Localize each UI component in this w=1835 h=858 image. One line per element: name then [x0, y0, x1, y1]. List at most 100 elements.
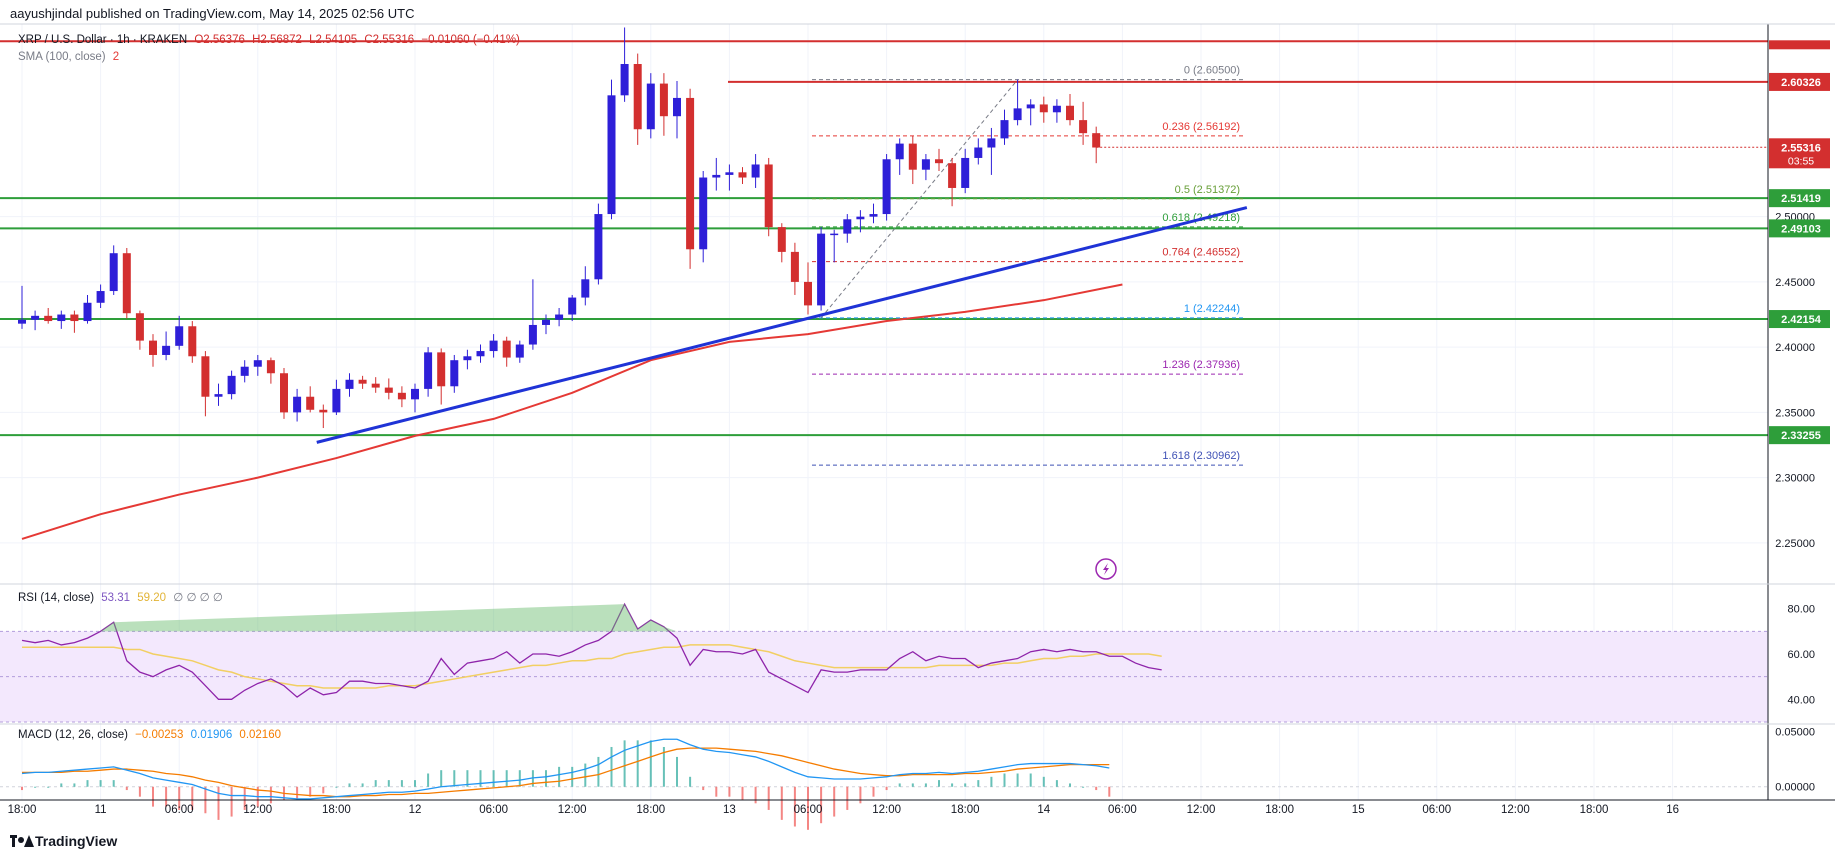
tradingview-logo-icon	[10, 835, 34, 847]
macd-histogram-bar	[990, 776, 993, 787]
candle-body	[856, 216, 865, 220]
candle-body	[397, 392, 406, 400]
price-badge	[1769, 72, 1830, 91]
macd-signal-line	[22, 747, 1110, 798]
macd-hist-value: −0.00253	[135, 729, 184, 741]
candle-body	[961, 157, 970, 188]
rsi-legend[interactable]: RSI (14, close) 53.31 59.20 ∅ ∅ ∅ ∅	[18, 590, 227, 604]
time-label: 15	[1352, 804, 1365, 816]
macd-histogram-bar	[964, 783, 967, 787]
candle-body	[306, 396, 315, 410]
brand-label: TradingView	[35, 833, 118, 849]
macd-histogram-bar	[335, 786, 338, 788]
price-tick: 2.40000	[1775, 342, 1815, 354]
candle-body	[659, 83, 668, 117]
macd-histogram-bar	[571, 766, 574, 787]
rsi-tick: 40.00	[1787, 694, 1815, 706]
symbol-legend[interactable]: XRP / U.S. Dollar · 1h · KRAKEN O2.56376…	[18, 34, 524, 46]
macd-legend[interactable]: MACD (12, 26, close) −0.00253 0.01906 0.…	[18, 729, 285, 741]
candle-body	[332, 388, 341, 413]
candle-body	[725, 172, 734, 175]
macd-histogram-bar	[545, 770, 547, 787]
macd-tick: 0.05000	[1775, 727, 1815, 739]
lightning-bolt	[1103, 563, 1109, 575]
candle-body	[57, 314, 66, 322]
macd-histogram-bar	[479, 770, 482, 787]
candle-body	[686, 97, 695, 250]
candle-body	[1052, 105, 1061, 113]
macd-histogram-bar	[1082, 786, 1085, 788]
macd-histogram-bar	[47, 786, 50, 788]
candles[interactable]	[18, 27, 1101, 429]
macd-histogram-bar	[951, 783, 954, 787]
macd-histogram-bar	[741, 786, 744, 800]
macd-histogram-bar	[243, 786, 246, 810]
macd-line	[21, 738, 1110, 800]
macd-histogram-bar	[924, 783, 927, 787]
change-value: −0.01060 (−0.41%)	[421, 34, 520, 46]
macd-histogram-bar	[780, 786, 783, 820]
time-label: 12:00	[243, 804, 272, 816]
time-label: 18:00	[1580, 804, 1609, 816]
macd-histogram-bar	[1095, 786, 1098, 791]
price-tick: 2.35000	[1775, 407, 1815, 419]
candle-body	[280, 373, 288, 413]
macd-histogram-bar	[885, 786, 888, 791]
candle-body	[227, 375, 236, 395]
candle-body	[935, 159, 943, 164]
macd-histogram-bar	[754, 786, 757, 804]
candle-body	[437, 352, 446, 387]
candle-body	[345, 379, 354, 389]
macd-histogram-bar	[938, 780, 940, 787]
macd-tick: 0.00000	[1775, 782, 1815, 794]
price-badge-label: 2.51419	[1781, 193, 1821, 205]
candle-body	[489, 340, 498, 352]
macd-label: MACD (12, 26, close)	[18, 729, 128, 741]
price-tick: 2.25000	[1775, 538, 1815, 550]
candle-body	[1092, 133, 1101, 148]
sma-curve	[21, 283, 1123, 540]
rsi-line	[21, 602, 1162, 700]
candle-body	[528, 324, 537, 345]
candle-body	[188, 326, 197, 357]
candle-body	[738, 172, 747, 178]
macd-histogram-bar	[309, 786, 312, 797]
candle-body	[542, 319, 550, 325]
fibonacci-retracement: 0 (2.60500) 0.236 (2.56192) 0.5 (2.51372) 0…	[812, 65, 1245, 466]
candle-body	[1039, 104, 1048, 113]
candle-body	[214, 394, 223, 397]
sma-legend[interactable]: SMA (100, close) 2	[18, 51, 123, 63]
price-badge-label: 2.60326	[1781, 77, 1821, 89]
price-badge-label: 2.33255	[1781, 430, 1821, 442]
macd-histogram-bar	[715, 786, 718, 797]
candle-body	[777, 227, 786, 252]
fib-level-label: 1.236 (2.37936)	[1162, 359, 1240, 371]
rsi-tick: 80.00	[1787, 604, 1815, 616]
candle-body	[568, 297, 577, 315]
price-badges: 2.60326 2.51419 2.49103 2.42154 2.33255 2.553…	[1769, 40, 1830, 445]
candle-body	[83, 302, 92, 322]
macd-histogram-bar	[1016, 773, 1019, 787]
axes: 18:00 11 06:00 12:00 18:00 12 06:00 12:00 18:00 1…	[0, 23, 1835, 816]
candle-body	[908, 143, 917, 170]
candle-body	[764, 164, 773, 228]
macd-histogram-bar	[348, 783, 351, 787]
tradingview-logo[interactable]: TradingView	[10, 833, 117, 849]
candle-body	[555, 314, 564, 320]
fib-level-label: 0 (2.60500)	[1184, 65, 1240, 77]
rsi-band	[0, 630, 1768, 723]
candle-body	[869, 214, 878, 217]
price-tick: 2.30000	[1775, 473, 1815, 485]
macd-histogram-bar	[702, 786, 705, 791]
macd-histogram-bar	[636, 740, 639, 787]
macd-histogram-bar	[296, 786, 299, 800]
candle-body	[476, 351, 485, 357]
candle-body	[162, 345, 171, 355]
candle-body	[411, 388, 419, 400]
candle-body	[70, 314, 79, 322]
macd-histogram-bar	[112, 780, 115, 787]
candle-body	[607, 95, 616, 215]
trendline[interactable]	[316, 206, 1248, 580]
macd-histogram-bar	[21, 786, 23, 791]
